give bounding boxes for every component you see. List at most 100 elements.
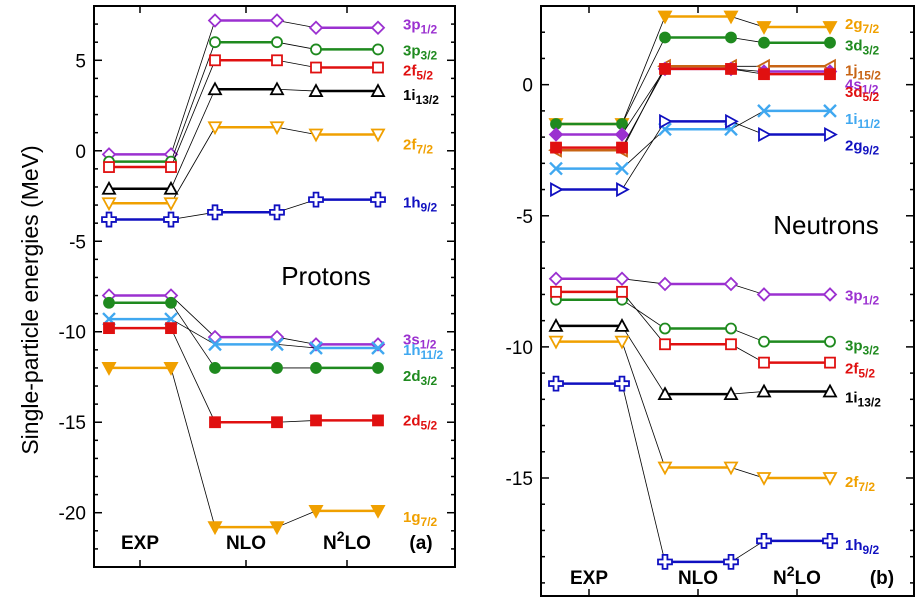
level-marker xyxy=(822,472,838,486)
level-marker xyxy=(163,362,179,376)
category-label: NLO xyxy=(678,568,718,589)
level-marker xyxy=(207,81,223,96)
level-marker xyxy=(101,211,117,228)
series-3d5-2: 3d5/2 xyxy=(550,63,880,154)
level-marker xyxy=(725,31,737,44)
series-3p1-2: 3p1/2 xyxy=(101,13,438,162)
panel-label: (b) xyxy=(870,568,894,589)
connector-line xyxy=(621,37,666,125)
connector-line xyxy=(621,121,666,190)
orbital-label: 2d5/2 xyxy=(403,412,438,432)
orbital-label: 1i13/2 xyxy=(403,87,439,107)
level-marker xyxy=(758,36,770,49)
level-marker xyxy=(756,383,772,398)
connector-line xyxy=(730,540,765,563)
panel-label: (a) xyxy=(409,533,432,554)
y-tick-label: -10 xyxy=(506,338,533,359)
level-marker xyxy=(209,416,221,429)
level-marker xyxy=(723,10,739,25)
category-label: EXP xyxy=(121,533,159,554)
level-marker xyxy=(370,504,386,519)
level-marker xyxy=(163,180,179,195)
y-tick-label: 0 xyxy=(522,76,533,97)
y-tick-label: -15 xyxy=(506,469,533,490)
connector-line xyxy=(170,60,216,168)
level-marker xyxy=(723,276,739,292)
level-marker xyxy=(269,81,285,96)
series-1h9-2: 1h9/2 xyxy=(101,191,438,228)
level-marker xyxy=(756,287,772,302)
connector-line xyxy=(276,88,317,92)
y-tick-label: -5 xyxy=(516,207,533,228)
series-1i11-2: 1i11/2 xyxy=(549,104,881,176)
y-tick-label: 0 xyxy=(75,142,86,163)
series-1h9-2: 1h9/2 xyxy=(548,375,880,570)
series-2f5-2: 2f5/2 xyxy=(103,54,433,173)
series-2f7-2: 2f7/2 xyxy=(101,121,433,212)
level-marker xyxy=(614,375,630,392)
level-marker xyxy=(101,197,117,212)
level-marker xyxy=(269,13,285,28)
level-marker xyxy=(824,68,836,81)
connector-line xyxy=(170,318,216,345)
connector-line xyxy=(170,20,216,155)
orbital-label: 2f5/2 xyxy=(403,63,433,83)
y-tick-label: -15 xyxy=(59,413,86,434)
level-marker xyxy=(207,204,223,221)
level-marker xyxy=(822,287,838,302)
level-marker xyxy=(549,161,563,176)
series-3s1-2: 3s1/2 xyxy=(101,288,437,352)
level-marker xyxy=(824,356,836,369)
level-marker xyxy=(308,128,324,143)
level-marker xyxy=(548,271,564,286)
connector-line xyxy=(621,16,666,125)
level-marker xyxy=(165,322,177,335)
connector-line xyxy=(276,344,317,349)
level-marker xyxy=(659,338,671,351)
category-label: NLO xyxy=(226,533,266,554)
level-marker xyxy=(370,20,386,35)
y-tick-label: -5 xyxy=(69,232,86,253)
category-label: N2LO xyxy=(773,563,821,589)
level-marker xyxy=(269,521,285,536)
connector-line xyxy=(170,367,216,528)
level-marker xyxy=(550,285,562,298)
level-marker xyxy=(269,121,285,136)
level-marker xyxy=(725,322,737,335)
level-marker xyxy=(163,211,179,228)
orbital-label: 3p3/2 xyxy=(403,42,438,62)
connector-line xyxy=(170,302,216,369)
level-marker xyxy=(824,36,836,49)
level-marker xyxy=(822,21,838,35)
level-marker xyxy=(659,113,673,129)
connector-line xyxy=(621,291,666,345)
level-marker xyxy=(371,341,385,355)
level-marker xyxy=(207,121,223,136)
level-marker xyxy=(758,356,770,369)
connector-line xyxy=(276,20,317,29)
y-tick-label: 5 xyxy=(75,51,86,72)
connector-line xyxy=(621,341,666,468)
connector-line xyxy=(621,278,666,285)
level-marker xyxy=(822,533,838,549)
level-marker xyxy=(822,383,838,398)
series-2g7-2: 2g7/2 xyxy=(548,10,880,132)
level-marker xyxy=(308,191,324,208)
y-tick-label: -20 xyxy=(59,504,86,525)
level-marker xyxy=(548,318,564,332)
series-2d3-2: 2d3/2 xyxy=(103,296,438,388)
level-marker xyxy=(823,104,837,118)
level-marker xyxy=(165,161,177,173)
level-marker xyxy=(308,20,324,35)
connector-line xyxy=(170,327,216,423)
level-marker xyxy=(372,43,384,56)
level-marker xyxy=(308,504,324,519)
level-marker xyxy=(310,414,322,427)
orbital-label: 1i11/2 xyxy=(845,111,881,131)
level-marker xyxy=(657,276,673,292)
level-marker xyxy=(657,554,673,570)
level-marker xyxy=(101,362,117,376)
connector-line xyxy=(730,391,765,395)
level-marker xyxy=(271,54,283,67)
